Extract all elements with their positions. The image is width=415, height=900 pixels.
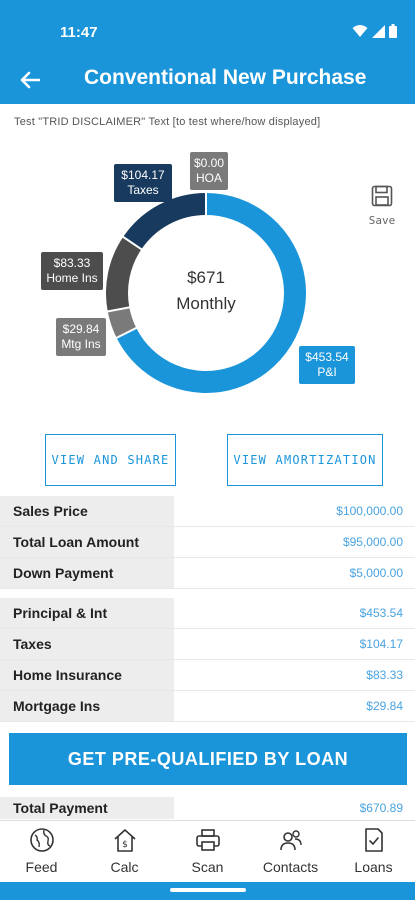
home-ins-chip: $83.33 Home Ins (41, 252, 103, 290)
row-label: Sales Price (0, 496, 174, 526)
row-value: $5,000.00 (349, 566, 403, 580)
table-row: Down Payment $5,000.00 (0, 558, 415, 589)
nav-feed-label: Feed (25, 859, 58, 875)
monthly-amount: $671 (187, 268, 225, 287)
table-row: Home Insurance $83.33 (0, 660, 415, 691)
donut-separator (115, 326, 138, 340)
save-disk-icon (371, 185, 393, 207)
view-and-share-button[interactable]: VIEW AND SHARE (45, 434, 176, 486)
total-value: $670.89 (359, 801, 403, 815)
pi-amount: $453.54 (305, 350, 349, 364)
save-label: Save (368, 214, 396, 227)
back-button[interactable] (14, 64, 46, 96)
status-time: 11:47 (60, 24, 98, 41)
taxes-amount: $104.17 (121, 168, 165, 182)
nav-calc-label: Calc (110, 859, 139, 875)
mtg-ins-chip: $29.84 Mtg Ins (56, 318, 106, 356)
contacts-icon (279, 830, 302, 851)
donut-slice-taxes (123, 193, 207, 250)
monthly-period-label: Monthly (176, 294, 236, 313)
row-label: Taxes (0, 629, 174, 659)
calc-house-icon: $ (113, 829, 136, 852)
nav-scan[interactable]: Scan (166, 821, 249, 882)
wifi-icon (352, 25, 368, 37)
hoa-label: HOA (195, 171, 222, 185)
loan-summary-table: Sales Price $100,000.00 Total Loan Amoun… (0, 496, 415, 589)
table-row: Sales Price $100,000.00 (0, 496, 415, 527)
home-ins-amount: $83.33 (53, 256, 91, 270)
save-button[interactable]: Save (364, 185, 400, 229)
mtg-ins-label: Mtg Ins (61, 337, 101, 351)
taxes-label: Taxes (127, 183, 159, 197)
svg-text:$: $ (122, 840, 128, 850)
nav-contacts[interactable]: Contacts (249, 821, 332, 882)
page-title: Conventional New Purchase (84, 66, 367, 89)
view-amortization-button[interactable]: VIEW AMORTIZATION (227, 434, 383, 486)
row-label: Down Payment (0, 558, 174, 588)
row-label: Home Insurance (0, 660, 174, 690)
donut-slice-p-i (116, 193, 306, 393)
nav-loans-label: Loans (354, 859, 393, 875)
pi-chip: $453.54 P&I (299, 346, 355, 384)
loan-doc-icon (364, 828, 383, 852)
hoa-chip: $0.00 HOA (190, 152, 228, 190)
status-icons (352, 24, 397, 38)
mtg-ins-amount: $29.84 (62, 322, 100, 336)
nav-feed[interactable]: Feed (0, 821, 83, 882)
app-bar: Conventional New Purchase (0, 56, 415, 104)
donut-slice-home-ins (106, 236, 142, 312)
get-prequalified-button[interactable]: GET PRE-QUALIFIED BY LOAN (9, 733, 407, 785)
table-row: Taxes $104.17 (0, 629, 415, 660)
payment-donut-chart (106, 193, 306, 393)
row-value: $95,000.00 (342, 535, 403, 549)
signal-icon (372, 24, 385, 38)
disclaimer-text: Test "TRID DISCLAIMER" Text [to test whe… (14, 116, 321, 128)
row-value: $104.17 (359, 637, 403, 651)
row-value: $83.33 (366, 668, 403, 682)
total-label: Total Payment (0, 797, 174, 819)
row-value: $453.54 (359, 606, 403, 620)
home-ins-label: Home Ins (46, 271, 98, 285)
row-value: $100,000.00 (336, 504, 403, 518)
nav-calc[interactable]: $ Calc (83, 821, 166, 882)
battery-icon (389, 24, 397, 38)
table-row: Principal & Int $453.54 (0, 598, 415, 629)
donut-separator (106, 306, 131, 313)
total-payment-row: Total Payment $670.89 (0, 797, 415, 819)
row-value: $29.84 (366, 699, 403, 713)
taxes-chip: $104.17 Taxes (114, 164, 172, 202)
nav-loans[interactable]: Loans (332, 821, 415, 882)
printer-icon (195, 829, 220, 851)
table-row: Mortgage Ins $29.84 (0, 691, 415, 722)
globe-icon (29, 828, 54, 852)
nav-contacts-label: Contacts (262, 859, 319, 875)
nav-scan-label: Scan (191, 859, 224, 875)
bottom-nav: Feed $ Calc Scan Contacts Loans (0, 820, 415, 882)
back-arrow-icon (20, 71, 40, 89)
system-nav-bar (0, 882, 415, 900)
home-gesture-pill[interactable] (170, 888, 246, 892)
status-bar: 11:47 (0, 0, 415, 56)
row-label: Mortgage Ins (0, 691, 174, 721)
donut-separator (121, 235, 143, 251)
row-label: Principal & Int (0, 598, 174, 628)
pi-label: P&I (317, 365, 337, 379)
payment-breakdown-table: Principal & Int $453.54 Taxes $104.17 Ho… (0, 598, 415, 722)
table-row: Total Loan Amount $95,000.00 (0, 527, 415, 558)
row-label: Total Loan Amount (0, 527, 174, 557)
hoa-amount: $0.00 (194, 156, 225, 170)
